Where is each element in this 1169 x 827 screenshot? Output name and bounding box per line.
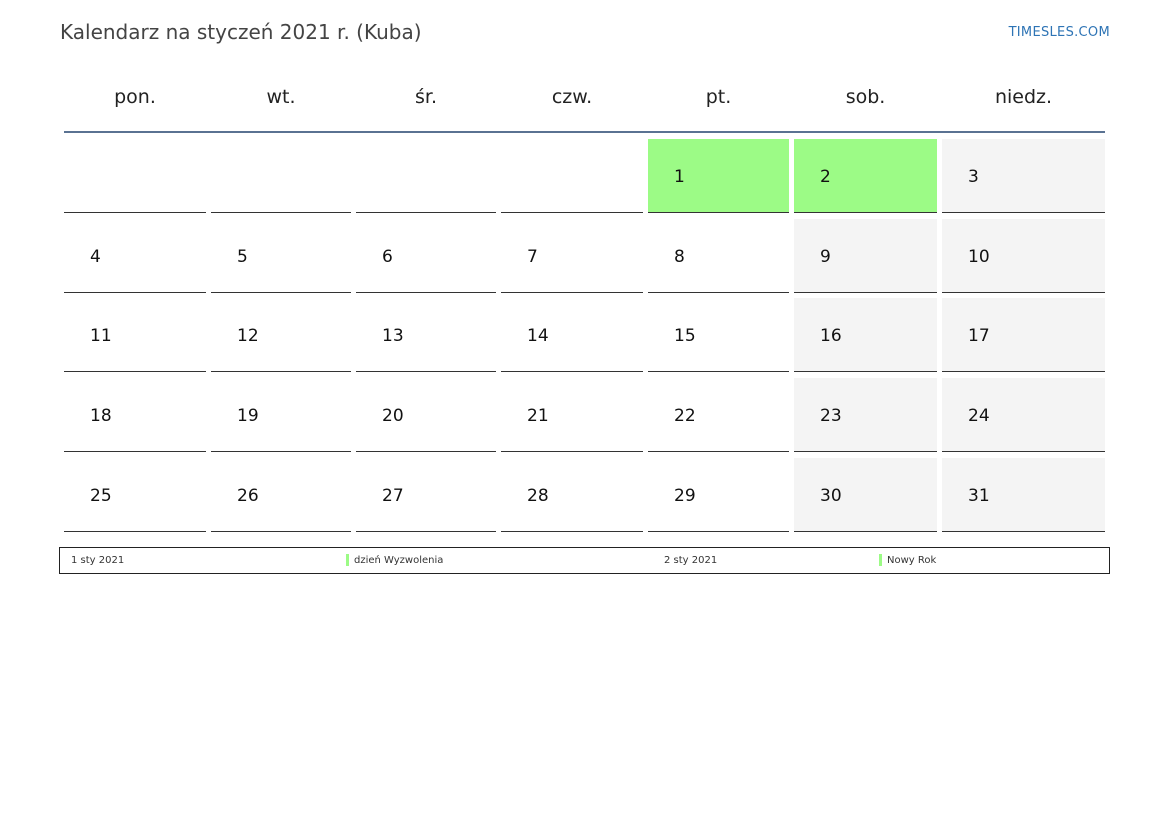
day-number: 13 (382, 326, 404, 346)
weekday-header: niedz. (994, 86, 1053, 108)
legend-date-1: 1 sty 2021 (71, 555, 125, 566)
empty-day-cell (501, 139, 643, 213)
empty-day-cell (211, 139, 351, 213)
day-number: 27 (382, 486, 404, 506)
day-cell: 27 (356, 458, 496, 532)
day-cell: 10 (942, 219, 1105, 293)
day-number: 31 (968, 486, 990, 506)
day-cell: 19 (211, 378, 351, 452)
weekday-header: sob. (845, 86, 886, 108)
day-number: 30 (820, 486, 842, 506)
day-cell: 5 (211, 219, 351, 293)
day-cell: 15 (648, 298, 789, 372)
weekday-header: pon. (114, 86, 156, 108)
day-number: 15 (674, 326, 696, 346)
day-number: 22 (674, 406, 696, 426)
day-number: 10 (968, 247, 990, 267)
brand-link[interactable]: TIMESLES.COM (1008, 25, 1110, 40)
day-cell: 31 (942, 458, 1105, 532)
header-divider (64, 131, 1105, 133)
page-title: Kalendarz na styczeń 2021 r. (Kuba) (60, 20, 422, 44)
day-number: 5 (237, 247, 248, 267)
day-number: 29 (674, 486, 696, 506)
legend-name-2: Nowy Rok (887, 555, 937, 566)
day-cell: 2 (794, 139, 937, 213)
empty-day-cell (356, 139, 496, 213)
day-cell: 23 (794, 378, 937, 452)
day-number: 12 (237, 326, 259, 346)
day-number: 20 (382, 406, 404, 426)
day-cell: 4 (64, 219, 206, 293)
day-number: 8 (674, 247, 685, 267)
day-number: 19 (237, 406, 259, 426)
day-cell: 26 (211, 458, 351, 532)
day-cell: 17 (942, 298, 1105, 372)
day-number: 11 (90, 326, 112, 346)
day-number: 16 (820, 326, 842, 346)
day-cell: 6 (356, 219, 496, 293)
day-cell: 22 (648, 378, 789, 452)
day-number: 2 (820, 167, 831, 187)
day-number: 17 (968, 326, 990, 346)
day-cell: 9 (794, 219, 937, 293)
legend-swatch-2 (879, 554, 882, 566)
day-number: 23 (820, 406, 842, 426)
day-cell: 18 (64, 378, 206, 452)
day-cell: 28 (501, 458, 643, 532)
day-number: 4 (90, 247, 101, 267)
empty-day-cell (64, 139, 206, 213)
day-cell: 21 (501, 378, 643, 452)
weekday-header: śr. (414, 86, 437, 108)
legend-swatch-1 (346, 554, 349, 566)
legend-date-2: 2 sty 2021 (664, 555, 718, 566)
day-cell: 7 (501, 219, 643, 293)
holiday-legend: 1 sty 2021 dzień Wyzwolenia 2 sty 2021 N… (59, 547, 1110, 574)
day-cell: 8 (648, 219, 789, 293)
day-cell: 30 (794, 458, 937, 532)
day-number: 3 (968, 167, 979, 187)
day-cell: 20 (356, 378, 496, 452)
weekday-header: czw. (551, 86, 593, 108)
legend-name-1: dzień Wyzwolenia (354, 555, 444, 566)
day-cell: 12 (211, 298, 351, 372)
day-number: 7 (527, 247, 538, 267)
day-number: 28 (527, 486, 549, 506)
day-cell: 29 (648, 458, 789, 532)
day-cell: 11 (64, 298, 206, 372)
day-cell: 16 (794, 298, 937, 372)
weekday-header: pt. (705, 86, 732, 108)
day-cell: 1 (648, 139, 789, 213)
day-cell: 13 (356, 298, 496, 372)
day-cell: 3 (942, 139, 1105, 213)
day-number: 14 (527, 326, 549, 346)
day-number: 24 (968, 406, 990, 426)
day-number: 25 (90, 486, 112, 506)
day-number: 9 (820, 247, 831, 267)
day-cell: 24 (942, 378, 1105, 452)
weekday-header: wt. (266, 86, 296, 108)
day-number: 6 (382, 247, 393, 267)
day-cell: 25 (64, 458, 206, 532)
day-cell: 14 (501, 298, 643, 372)
day-number: 21 (527, 406, 549, 426)
day-number: 26 (237, 486, 259, 506)
day-number: 1 (674, 167, 685, 187)
day-number: 18 (90, 406, 112, 426)
